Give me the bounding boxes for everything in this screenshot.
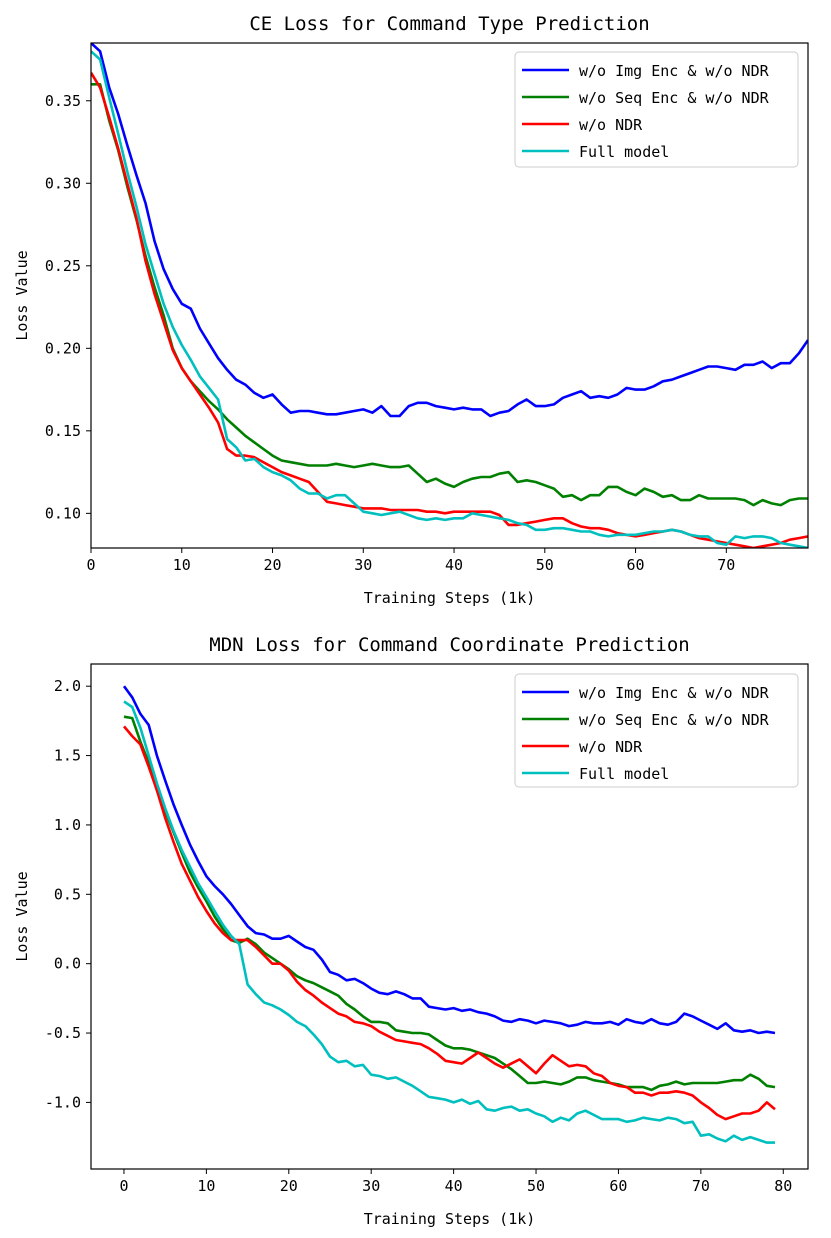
- chart-2: MDN Loss for Command Coordinate Predicti…: [13, 634, 809, 1228]
- y-tick-label: 0.0: [54, 955, 81, 973]
- chart-1: CE Loss for Command Type Prediction 0 10 20…: [13, 13, 809, 607]
- x-tick-label: 30: [354, 556, 372, 574]
- plot-frame: [90, 42, 809, 549]
- x-axis-label: Training Steps (1k): [364, 1210, 536, 1228]
- series-line-2: [91, 83, 808, 507]
- series-line-1: [122, 685, 776, 1035]
- y-tick-label: 2.0: [54, 677, 81, 695]
- y-tick-label: 0.10: [45, 504, 81, 522]
- series-line-3: [123, 725, 776, 1121]
- legend-box: [514, 51, 799, 168]
- x-tick-label: 10: [173, 556, 191, 574]
- legend-label: w/o Seq Enc & w/o NDR: [579, 89, 770, 107]
- x-tick-label: 60: [609, 1177, 627, 1195]
- series-line-4: [91, 50, 808, 548]
- x-tick-label: 0: [86, 556, 95, 574]
- legend-label: w/o Img Enc & w/o NDR: [579, 684, 770, 702]
- x-tick-label: 70: [692, 1177, 710, 1195]
- y-tick-label: 0.15: [45, 422, 81, 440]
- y-axis-label: Loss Value: [13, 871, 31, 961]
- series-line-4: [123, 700, 775, 1144]
- chart-title: MDN Loss for Command Coordinate Predicti…: [209, 634, 689, 656]
- x-tick-label: 40: [445, 1177, 463, 1195]
- y-tick-label: 0.25: [45, 257, 81, 275]
- x-tick-label: 20: [263, 556, 281, 574]
- legend-box: [514, 673, 799, 788]
- legend-label: Full model: [579, 765, 669, 783]
- legend-label: Full model: [579, 143, 669, 161]
- x-tick-label: 70: [717, 556, 735, 574]
- x-tick-label: 0: [119, 1177, 128, 1195]
- legend-label: w/o NDR: [579, 738, 643, 756]
- x-tick-label: 40: [445, 556, 463, 574]
- x-tick-label: 50: [536, 556, 554, 574]
- x-tick-label: 30: [362, 1177, 380, 1195]
- y-tick-label: -0.5: [45, 1024, 81, 1042]
- plot-frame: [90, 663, 809, 1170]
- chart-title: CE Loss for Command Type Prediction: [249, 13, 649, 35]
- y-tick-label: 0.5: [54, 885, 81, 903]
- x-tick-label: 50: [527, 1177, 545, 1195]
- legend-label: w/o NDR: [579, 116, 643, 134]
- y-tick-label: 0.35: [45, 92, 81, 110]
- legend-label: w/o Img Enc & w/o NDR: [579, 62, 770, 80]
- y-tick-label: -1.0: [45, 1093, 81, 1111]
- x-tick-label: 80: [774, 1177, 792, 1195]
- y-tick-label: 0.20: [45, 339, 81, 357]
- y-tick-label: 0.30: [45, 174, 81, 192]
- series-line-1: [91, 43, 808, 418]
- y-tick-label: 1.0: [54, 816, 81, 834]
- legend: w/o Img Enc & w/o NDR w/o Seq Enc & w/o N…: [514, 673, 799, 788]
- x-tick-label: 10: [197, 1177, 215, 1195]
- x-axis-label: Training Steps (1k): [364, 589, 536, 607]
- x-tick-label: 60: [627, 556, 645, 574]
- y-tick-label: 1.5: [54, 747, 81, 765]
- legend: w/o Img Enc & w/o NDR w/o Seq Enc & w/o N…: [514, 51, 799, 168]
- y-axis-label: Loss Value: [13, 250, 31, 340]
- x-tick-label: 20: [280, 1177, 298, 1195]
- legend-label: w/o Seq Enc & w/o NDR: [579, 711, 770, 729]
